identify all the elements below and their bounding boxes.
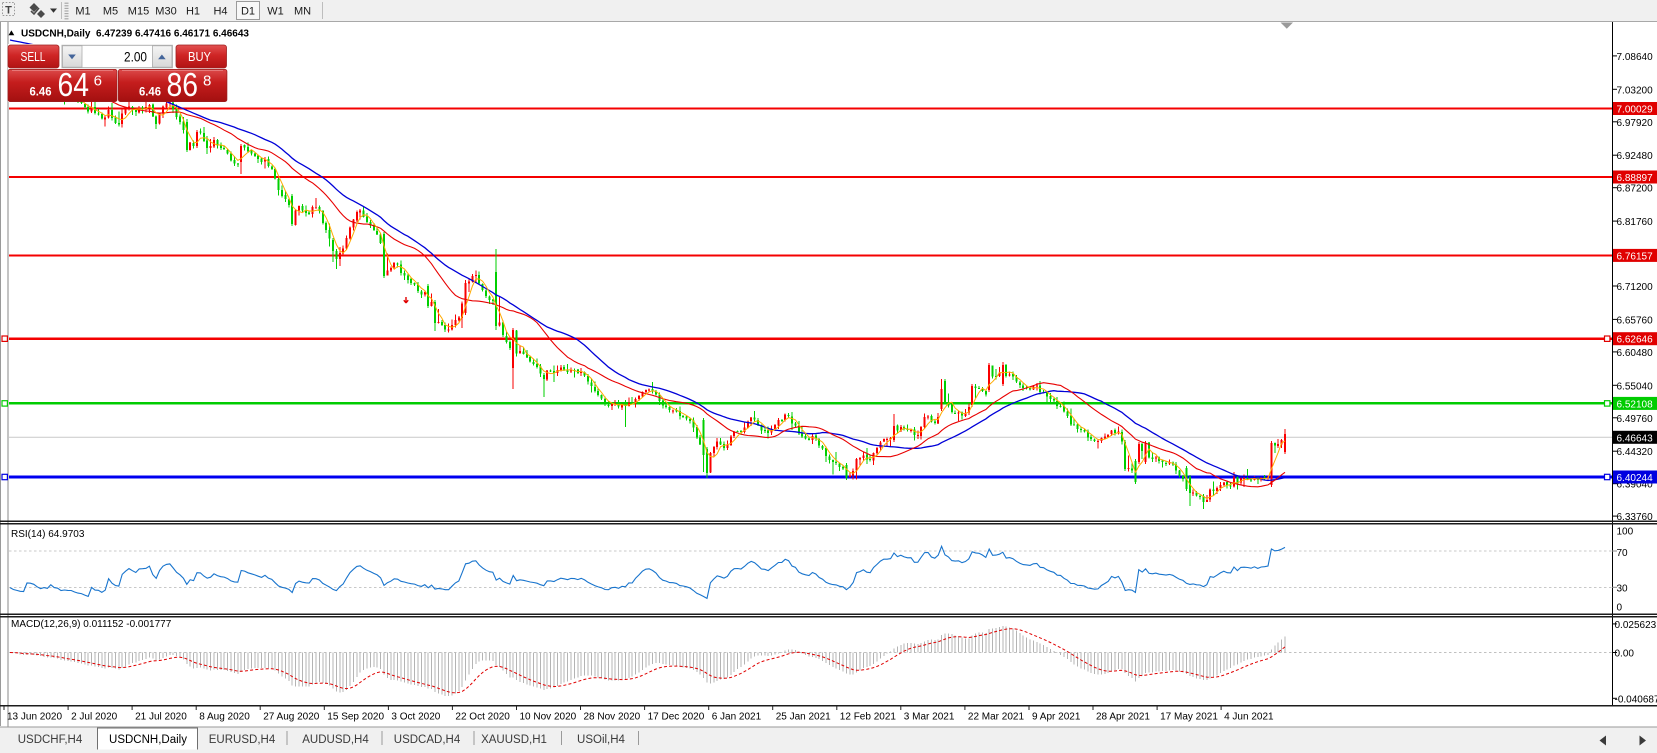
svg-text:SELL: SELL [21,50,46,64]
svg-text:M1: M1 [75,6,90,18]
svg-text:0: 0 [1617,602,1623,613]
svg-text:64: 64 [58,66,90,103]
svg-text:3 Oct 2020: 3 Oct 2020 [391,712,440,723]
svg-text:6.33760: 6.33760 [1617,512,1654,523]
svg-text:6.87200: 6.87200 [1617,184,1654,195]
svg-text:2.00: 2.00 [124,48,147,64]
svg-text:27 Aug 2020: 27 Aug 2020 [263,712,320,723]
svg-text:6.65760: 6.65760 [1617,315,1654,326]
svg-text:USOil,H4: USOil,H4 [577,734,626,746]
svg-text:6.46: 6.46 [30,87,52,99]
svg-text:0.00: 0.00 [1615,649,1635,660]
svg-text:H4: H4 [213,6,227,18]
svg-text:2 Jul 2020: 2 Jul 2020 [71,712,118,723]
svg-text:12 Feb 2021: 12 Feb 2021 [840,712,897,723]
svg-text:M5: M5 [103,6,118,18]
svg-text:6.39040: 6.39040 [1617,480,1654,491]
svg-text:86: 86 [167,66,199,103]
svg-text:3 Mar 2021: 3 Mar 2021 [904,712,955,723]
svg-text:6.46643: 6.46643 [1617,433,1654,444]
svg-text:28 Nov 2020: 28 Nov 2020 [584,712,641,723]
svg-text:H1: H1 [186,6,200,18]
svg-text:17 Dec 2020: 17 Dec 2020 [648,712,705,723]
svg-text:7.00029: 7.00029 [1617,105,1654,116]
svg-text:70: 70 [1617,548,1629,559]
svg-text:6.44320: 6.44320 [1617,447,1654,458]
svg-text:0.025623: 0.025623 [1615,620,1657,631]
svg-text:30: 30 [1617,583,1629,594]
svg-text:8: 8 [203,73,211,90]
svg-text:AUDUSD,H4: AUDUSD,H4 [302,734,369,746]
svg-text:6.81760: 6.81760 [1617,217,1654,228]
svg-text:USDCNH,Daily 6.47239 6.47416: USDCNH,Daily 6.47239 6.47416 6.46171 6.4… [21,29,249,40]
svg-text:XAUUSD,H1: XAUUSD,H1 [481,734,547,746]
svg-text:7.08640: 7.08640 [1617,52,1654,63]
svg-text:6.97920: 6.97920 [1617,118,1654,129]
svg-text:W1: W1 [267,6,284,18]
svg-text:7.03200: 7.03200 [1617,85,1654,96]
svg-text:-0.040687: -0.040687 [1615,694,1657,705]
svg-text:13 Jun 2020: 13 Jun 2020 [7,712,62,723]
svg-text:100: 100 [1617,526,1634,537]
svg-text:9 Apr 2021: 9 Apr 2021 [1032,712,1081,723]
svg-text:22 Mar 2021: 22 Mar 2021 [968,712,1025,723]
svg-text:6.46: 6.46 [139,87,161,99]
svg-text:6: 6 [94,73,102,90]
svg-text:6.52108: 6.52108 [1617,399,1654,410]
svg-text:28 Apr 2021: 28 Apr 2021 [1096,712,1150,723]
svg-text:D1: D1 [241,6,255,18]
svg-text:USDCAD,H4: USDCAD,H4 [394,734,461,746]
svg-text:6.60480: 6.60480 [1617,348,1654,359]
svg-text:25 Jan 2021: 25 Jan 2021 [776,712,831,723]
svg-text:USDCNH,Daily: USDCNH,Daily [109,734,187,746]
svg-text:4 Jun 2021: 4 Jun 2021 [1224,712,1274,723]
svg-text:6.71200: 6.71200 [1617,282,1654,293]
svg-text:6.92480: 6.92480 [1617,151,1654,162]
svg-text:17 May 2021: 17 May 2021 [1160,712,1218,723]
svg-text:MN: MN [294,6,311,18]
svg-text:USDCHF,H4: USDCHF,H4 [18,734,83,746]
svg-text:6.55040: 6.55040 [1617,381,1654,392]
svg-text:6.40244: 6.40244 [1617,473,1654,484]
svg-text:6.62646: 6.62646 [1617,335,1654,346]
svg-text:EURUSD,H4: EURUSD,H4 [209,734,276,746]
svg-text:21 Jul 2020: 21 Jul 2020 [135,712,187,723]
svg-text:RSI(14) 64.9703: RSI(14) 64.9703 [11,529,85,540]
svg-text:8 Aug 2020: 8 Aug 2020 [199,712,250,723]
svg-text:6.76157: 6.76157 [1617,251,1654,262]
svg-text:MACD(12,26,9) 0.011152 -0.0017: MACD(12,26,9) 0.011152 -0.001777 [11,619,172,630]
svg-text:15 Sep 2020: 15 Sep 2020 [327,712,384,723]
svg-text:M15: M15 [128,6,149,18]
svg-text:6.49760: 6.49760 [1617,414,1654,425]
svg-text:6.88897: 6.88897 [1617,173,1654,184]
svg-text:T: T [5,5,12,17]
svg-text:M30: M30 [155,6,176,18]
svg-text:10 Nov 2020: 10 Nov 2020 [520,712,577,723]
svg-text:BUY: BUY [188,50,212,64]
svg-text:6 Jan 2021: 6 Jan 2021 [712,712,762,723]
svg-text:22 Oct 2020: 22 Oct 2020 [455,712,510,723]
